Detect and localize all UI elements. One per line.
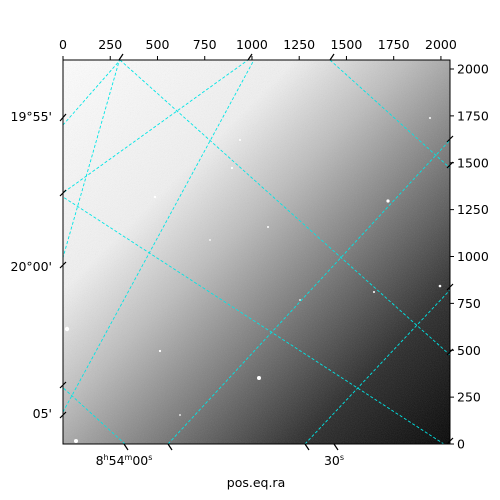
x-tick-label-2: 500 [146, 37, 170, 52]
ra-tick-0-hours: 8 [96, 453, 104, 468]
image-area [63, 60, 450, 444]
coordinate-grid [63, 60, 450, 444]
ra-grid-line-0 [63, 60, 120, 260]
star-9 [158, 349, 162, 353]
world-tick-mark-1 [59, 189, 67, 197]
star-10 [373, 291, 375, 293]
star-0 [64, 326, 70, 332]
world-axis-ticks [59, 53, 454, 451]
world-tick-mark-9 [446, 135, 454, 143]
y-tick-label-7: 1750 [457, 108, 489, 123]
x-axis-title: pos.eq.ra [227, 475, 285, 490]
y-tick-label-5: 1250 [457, 202, 489, 217]
star-7 [230, 166, 234, 170]
world-tick-mark-16 [329, 53, 335, 61]
x-tick-label-0: 0 [59, 37, 67, 52]
world-tick-mark-13 [446, 437, 454, 445]
star-14 [209, 239, 211, 241]
axes-frame [62, 59, 451, 445]
ra-tick-0-seconds: 00 [132, 453, 148, 468]
y-tick-label-6: 1500 [457, 155, 489, 170]
world-tick-mark-10 [446, 161, 454, 169]
y-tick-label-8: 2000 [457, 62, 489, 77]
dec-grid-line-0 [63, 60, 249, 194]
world-tick-mark-15 [247, 53, 253, 61]
star-1 [74, 439, 78, 443]
world-tick-mark-8 [333, 443, 339, 451]
world-tick-mark-5 [123, 443, 129, 451]
x-tick-label-7: 1750 [378, 37, 410, 52]
ra-grid-line-1 [63, 60, 255, 413]
x-tick-label-3: 750 [193, 37, 217, 52]
dec-grid-line-3 [329, 60, 450, 169]
ra-tick-1-seconds: 30 [324, 453, 340, 468]
y-tick-label-4: 1000 [457, 249, 489, 264]
world-tick-mark-3 [59, 381, 67, 389]
pixel-y-axis-right: 0 250 500 750 1000 1250 1500 1750 2000 [450, 62, 489, 452]
star-6 [239, 139, 241, 141]
star-4 [438, 284, 442, 288]
star-13 [299, 299, 301, 301]
world-tick-mark-12 [446, 348, 454, 356]
x-tick-label-1: 250 [98, 37, 122, 52]
star-11 [429, 117, 431, 119]
dec-grid-line-2 [119, 60, 450, 356]
star-3 [386, 199, 390, 203]
star-5 [153, 195, 157, 199]
y-tick-label-2: 500 [457, 343, 481, 358]
world-tick-mark-11 [446, 283, 454, 291]
star-12 [179, 414, 181, 416]
world-tick-mark-2 [59, 261, 67, 269]
dec-tick-label-2: 05' [33, 406, 52, 421]
y-tick-label-0: 0 [457, 437, 465, 452]
world-tick-mark-6 [167, 443, 173, 451]
pixel-x-axis-top: 0 250 500 750 1000 1250 1500 1750 2000 [59, 37, 457, 60]
x-tick-label-4: 1000 [236, 37, 268, 52]
ra-grid-line-2 [167, 139, 450, 444]
ra-tick-0-minutes: 54 [109, 453, 125, 468]
sky-noise [63, 60, 450, 444]
star-8 [267, 226, 269, 228]
dec-grid-line-1 [63, 196, 445, 444]
ra-tick-label-0: 8h54m00s [96, 453, 153, 468]
dec-tick-label-0: 19°55' [11, 109, 53, 124]
x-tick-label-5: 1250 [283, 37, 315, 52]
x-tick-label-6: 1500 [331, 37, 363, 52]
ra-grid-line-3 [304, 289, 450, 444]
star-points [64, 117, 442, 443]
dec-tick-label-1: 20°00' [11, 259, 53, 274]
world-tick-mark-14 [118, 53, 124, 61]
world-tick-mark-7 [304, 443, 310, 451]
ra-tick-label-1: 30s [324, 453, 344, 468]
world-tick-mark-4 [59, 411, 67, 419]
x-tick-label-8: 2000 [425, 37, 457, 52]
star-2 [257, 376, 261, 380]
world-tick-mark-0 [59, 113, 67, 122]
y-tick-label-3: 750 [457, 296, 481, 311]
y-tick-label-1: 250 [457, 390, 481, 405]
